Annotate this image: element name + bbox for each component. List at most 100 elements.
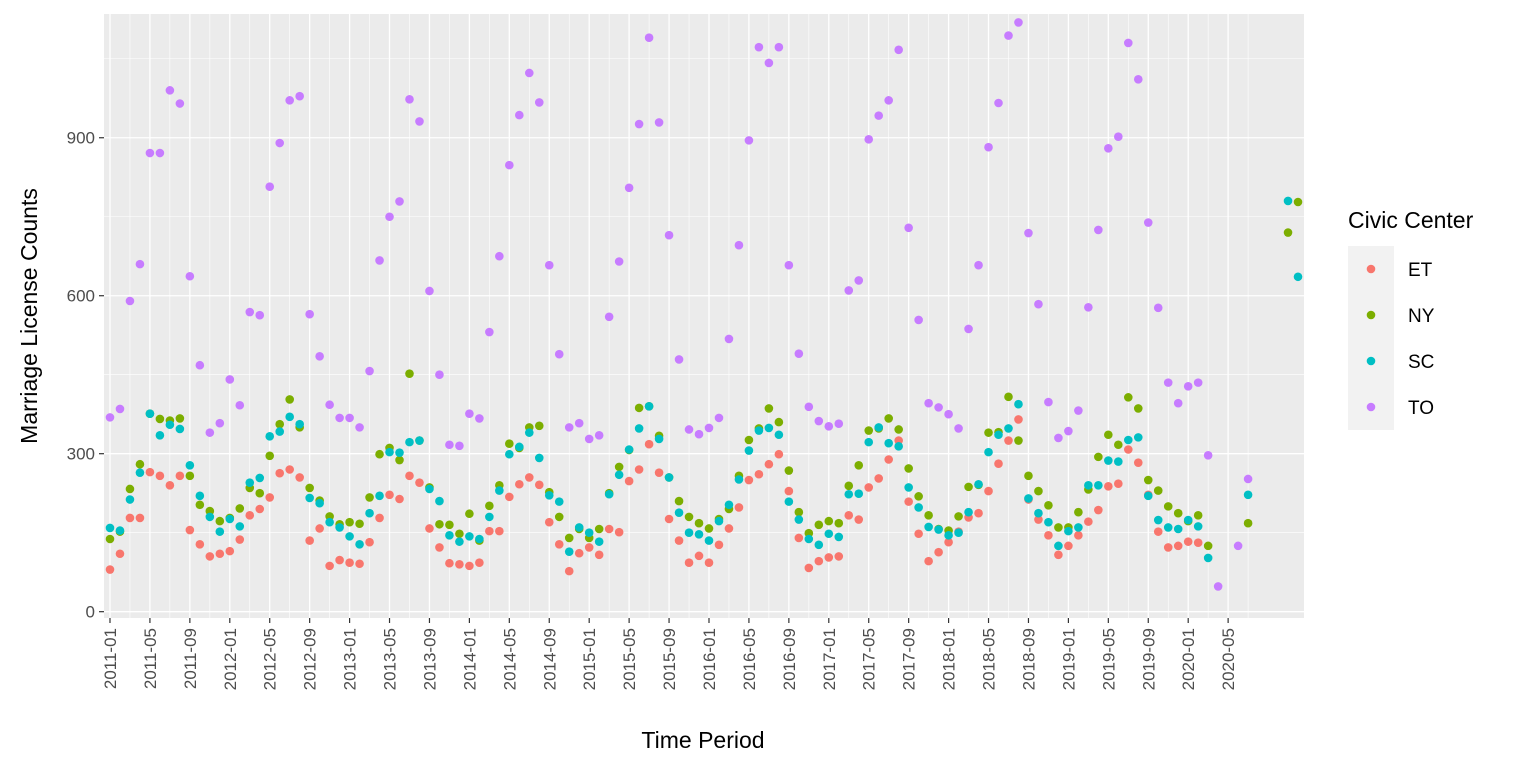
point-NY	[954, 512, 963, 521]
point-TO	[904, 223, 913, 233]
point-SC	[175, 424, 185, 434]
point-TO	[644, 33, 654, 42]
point-SC	[1173, 524, 1183, 534]
point-ET	[1084, 517, 1093, 526]
point-NY	[485, 501, 494, 511]
point-ET	[994, 459, 1003, 469]
point-TO	[115, 404, 125, 414]
point-ET	[564, 566, 574, 576]
point-NY	[1034, 486, 1043, 496]
point-NY	[984, 428, 993, 437]
point-SC	[455, 537, 464, 546]
x-tick-label: 2011-05	[141, 628, 160, 689]
x-tick-label: 2013-01	[341, 628, 360, 690]
point-SC	[544, 491, 554, 500]
legend-key-ET	[1366, 264, 1376, 274]
point-TO	[894, 45, 903, 55]
point-SC	[205, 512, 215, 522]
point-TO	[405, 95, 414, 104]
point-TO	[704, 423, 714, 433]
point-SC	[1153, 515, 1163, 525]
point-NY	[964, 482, 973, 492]
point-TO	[1074, 406, 1083, 415]
point-TO	[155, 148, 165, 158]
x-axis-title: Time Period	[641, 727, 764, 753]
point-NY	[465, 509, 474, 519]
point-SC	[1044, 517, 1053, 527]
point-TO	[275, 138, 285, 148]
point-NY	[744, 435, 754, 445]
y-tick-label: 900	[67, 129, 95, 148]
series-TO	[105, 18, 1253, 591]
point-NY	[844, 481, 854, 491]
point-TO	[255, 310, 265, 320]
point-TO	[964, 324, 973, 334]
point-SC	[1123, 435, 1133, 445]
point-SC	[395, 448, 404, 457]
point-TO	[664, 230, 674, 240]
point-SC	[874, 423, 884, 432]
point-NY	[904, 464, 913, 473]
point-SC	[914, 503, 923, 512]
point-NY	[1143, 475, 1153, 485]
point-NY	[155, 414, 165, 424]
point-TO	[505, 160, 514, 170]
point-SC	[1193, 522, 1203, 531]
x-tick-label: 2011-09	[181, 628, 200, 689]
point-TO	[495, 251, 504, 261]
point-SC	[155, 430, 165, 440]
point-NY	[1014, 436, 1023, 445]
point-SC	[435, 496, 444, 506]
point-ET	[385, 490, 394, 500]
point-TO	[125, 296, 135, 306]
point-SC	[265, 432, 275, 441]
point-NY	[884, 414, 893, 423]
point-TO	[1034, 299, 1043, 309]
point-SC	[225, 514, 235, 524]
point-TO	[994, 98, 1003, 108]
point-TO	[1123, 38, 1133, 48]
point-ET	[515, 479, 524, 489]
point-SC	[724, 500, 734, 510]
point-ET	[1054, 550, 1063, 560]
point-NY	[125, 484, 135, 494]
point-TO	[1064, 426, 1073, 436]
point-SC	[1064, 526, 1073, 536]
point-TO	[1153, 303, 1163, 313]
point-TO	[1044, 397, 1053, 407]
point-TO	[385, 212, 394, 222]
point-NY	[1044, 501, 1053, 510]
point-TO	[1213, 582, 1223, 591]
point-TO	[485, 327, 494, 337]
point-NY	[365, 493, 374, 502]
x-tick-label: 2012-09	[301, 628, 320, 690]
point-TO	[105, 413, 115, 422]
point-TO	[475, 414, 484, 423]
point-ET	[145, 467, 155, 477]
point-ET	[1014, 415, 1023, 424]
legend-label-ET: ET	[1408, 260, 1433, 281]
point-SC	[255, 473, 265, 483]
point-NY	[355, 519, 364, 529]
point-ET	[1094, 505, 1103, 515]
point-NY	[175, 414, 185, 423]
point-ET	[774, 449, 784, 459]
series-SC	[105, 196, 1303, 563]
point-ET	[574, 548, 584, 558]
point-NY	[1054, 523, 1063, 532]
point-TO	[165, 86, 175, 95]
point-TO	[425, 286, 434, 296]
point-NY	[864, 426, 874, 435]
point-ET	[1034, 515, 1043, 524]
x-tick-label: 2014-09	[540, 628, 559, 690]
point-TO	[285, 96, 294, 105]
point-TO	[145, 148, 155, 158]
point-TO	[794, 349, 804, 358]
point-NY	[824, 516, 834, 526]
point-NY	[215, 516, 225, 526]
point-NY	[1094, 452, 1103, 462]
point-NY	[684, 512, 694, 522]
point-ET	[934, 547, 943, 557]
point-NY	[894, 425, 903, 434]
x-tick-label: 2015-09	[660, 628, 679, 690]
